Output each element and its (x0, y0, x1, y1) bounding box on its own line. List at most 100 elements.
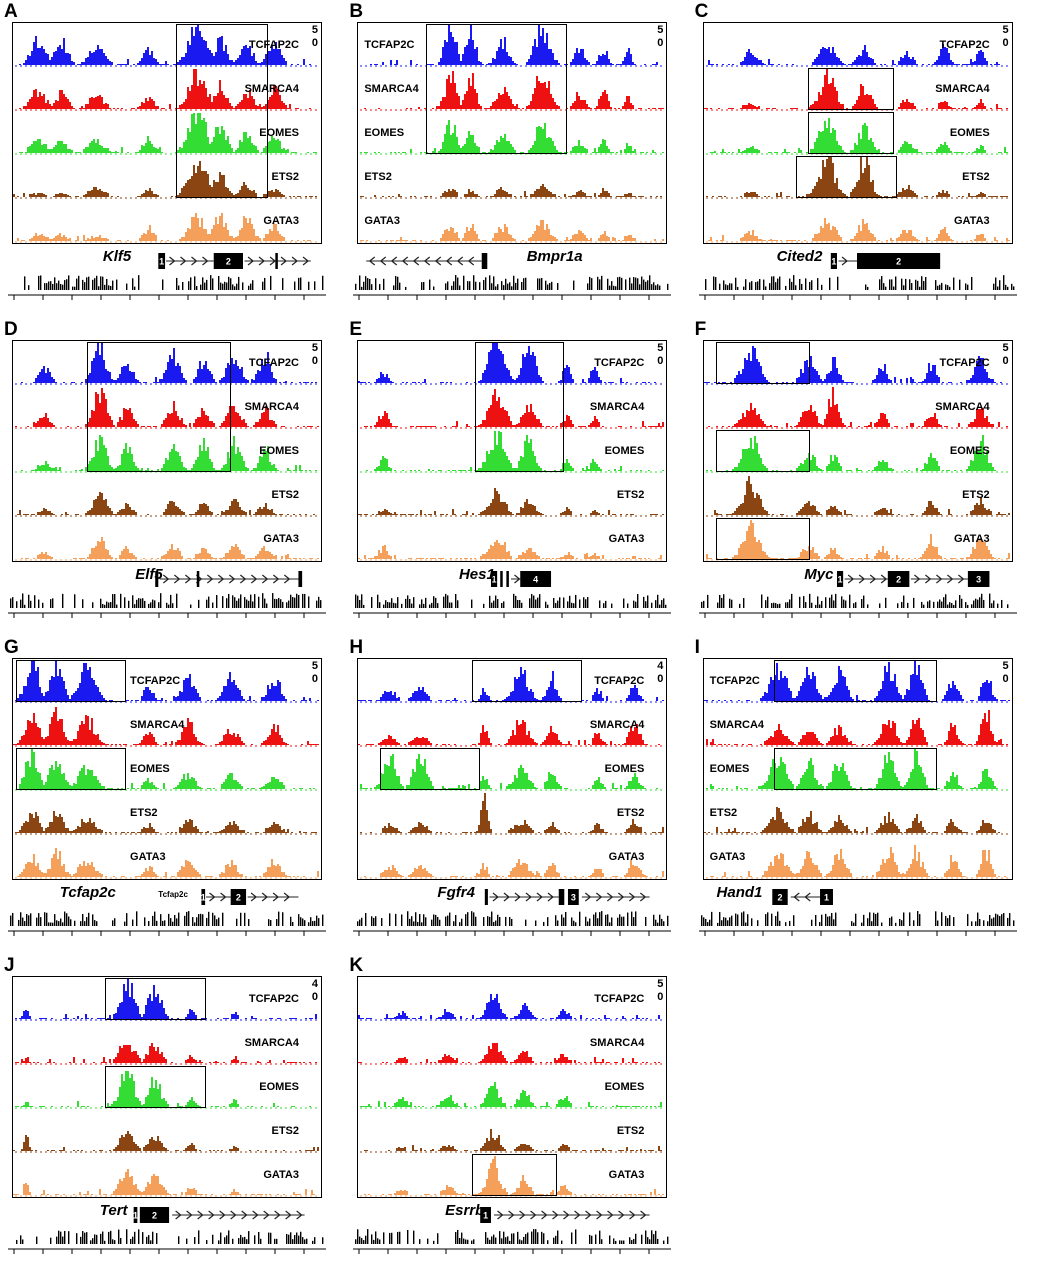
track-label: GATA3 (364, 215, 400, 227)
signal-plot (358, 343, 663, 385)
track-label: TCFAP2C (939, 357, 990, 369)
track-row-tcfap2c: TCFAP2C (358, 341, 666, 385)
signal-plot (15, 848, 319, 879)
gene-name: Klf5 (102, 248, 132, 265)
gene-name: Elf5 (135, 566, 163, 583)
track-row-ets2: ETS2 (358, 791, 666, 835)
signal-plot (15, 749, 317, 791)
track-label: TCFAP2C (248, 357, 299, 369)
track-label: TCFAP2C (939, 39, 990, 51)
track-label: EOMES (604, 1081, 645, 1093)
track-row-ets2: ETS2 (358, 155, 666, 199)
track-label: GATA3 (608, 1169, 645, 1181)
svg-text:1: 1 (159, 257, 164, 267)
gene-name: Bmpr1a (526, 248, 583, 265)
conservation-track (8, 910, 326, 940)
track-row-ets2: ETS2 (704, 473, 1012, 517)
scale-labels: 5 0 (1003, 660, 1009, 686)
scale-min: 0 (1002, 355, 1009, 367)
panel: A 5 0 TCFAP2C SMARCA4 EOMES ETS2 GATA3 Klf5 … (4, 2, 343, 318)
signal-plot (360, 25, 663, 67)
signal-plot (360, 793, 665, 835)
track-row-ets2: ETS2 (704, 155, 1012, 199)
track-label: TCFAP2C (248, 993, 299, 1005)
scale-max: 5 (311, 342, 318, 354)
gene-model: Elf5 (12, 562, 320, 592)
track-row-ets2: ETS2 (703, 791, 1012, 835)
scale-min: 0 (657, 673, 664, 685)
panel-letter: I (694, 637, 700, 658)
panel-letter: D (4, 319, 18, 340)
scale-min: 0 (311, 991, 318, 1003)
signal-plot (15, 343, 317, 385)
conservation-plot (8, 911, 326, 936)
signal-plot (705, 710, 1008, 747)
signal-plot (358, 540, 663, 561)
gene-model: Bmpr1a (357, 244, 665, 274)
scale-labels: 5 0 (312, 660, 318, 686)
signal-plot (705, 44, 1008, 67)
track-plot: 5 0 TCFAP2C SMARCA4 EOMES ETS2 GATA3 (357, 340, 668, 562)
track-row-tcfap2c: TCFAP2C (13, 659, 321, 703)
svg-text:2: 2 (236, 893, 241, 903)
scale-min: 0 (657, 991, 664, 1003)
gene-structure: 3 (485, 889, 650, 905)
conservation-track (698, 592, 1017, 622)
panel-letter: C (694, 1, 709, 22)
signal-plot (360, 859, 665, 879)
scale-labels: 5 0 (1003, 24, 1009, 50)
track-label: EOMES (604, 763, 645, 775)
panel-letter: B (349, 1, 364, 22)
track-row-gata3: GATA3 (358, 835, 666, 879)
track-label: ETS2 (130, 807, 158, 819)
track-label: EOMES (604, 445, 645, 457)
track-row-gata3: GATA3 (13, 835, 321, 879)
signal-plot (705, 476, 1010, 517)
track-label: EOMES (259, 127, 299, 139)
track-label: TCFAP2C (594, 357, 645, 369)
track-label: SMARCA4 (244, 401, 299, 413)
track-label: SMARCA4 (935, 401, 990, 413)
track-row-eomes: EOMES (13, 429, 321, 473)
track-row-ets2: ETS2 (13, 791, 321, 835)
svg-text:2: 2 (226, 257, 231, 267)
track-label: EOMES (259, 1081, 299, 1093)
gene-name: Fgfr4 (437, 884, 475, 901)
track-row-tcfap2c: TCFAP2C (13, 977, 321, 1021)
conservation-plot (8, 275, 326, 300)
track-label: EOMES (949, 127, 990, 139)
signal-plot (13, 1131, 319, 1153)
conservation-track (698, 910, 1017, 940)
conservation-track (8, 1228, 326, 1258)
track-label: ETS2 (364, 171, 392, 183)
svg-text:2: 2 (896, 575, 901, 585)
track-plot: 5 0 TCFAP2C SMARCA4 EOMES ETS2 GATA3 (357, 22, 668, 244)
track-label: ETS2 (616, 489, 645, 501)
track-row-eomes: EOMES (704, 429, 1012, 473)
signal-plot (13, 1169, 317, 1197)
scale-labels: 5 0 (657, 342, 663, 368)
track-row-tcfap2c: TCFAP2C (358, 659, 666, 703)
track-label: EOMES (259, 445, 299, 457)
scale-max: 5 (657, 24, 664, 36)
panel-letter: K (349, 955, 364, 976)
track-label: SMARCA4 (364, 83, 419, 95)
signal-plot (705, 218, 1010, 243)
track-row-eomes: EOMES (358, 111, 666, 155)
signal-plot (705, 118, 1008, 155)
scale-min: 0 (311, 673, 318, 685)
scale-max: 5 (1002, 342, 1009, 354)
signal-plot (358, 667, 665, 703)
conservation-plot (353, 275, 672, 300)
track-plot: 4 0 TCFAP2C SMARCA4 EOMES ETS2 GATA3 (357, 658, 668, 880)
conservation-plot (698, 593, 1017, 618)
conservation-plot (353, 1229, 672, 1254)
track-row-tcfap2c: TCFAP2C (703, 341, 1012, 385)
panel-letter: J (4, 955, 15, 976)
gene-structure (366, 253, 488, 269)
conservation-plot (698, 911, 1017, 936)
